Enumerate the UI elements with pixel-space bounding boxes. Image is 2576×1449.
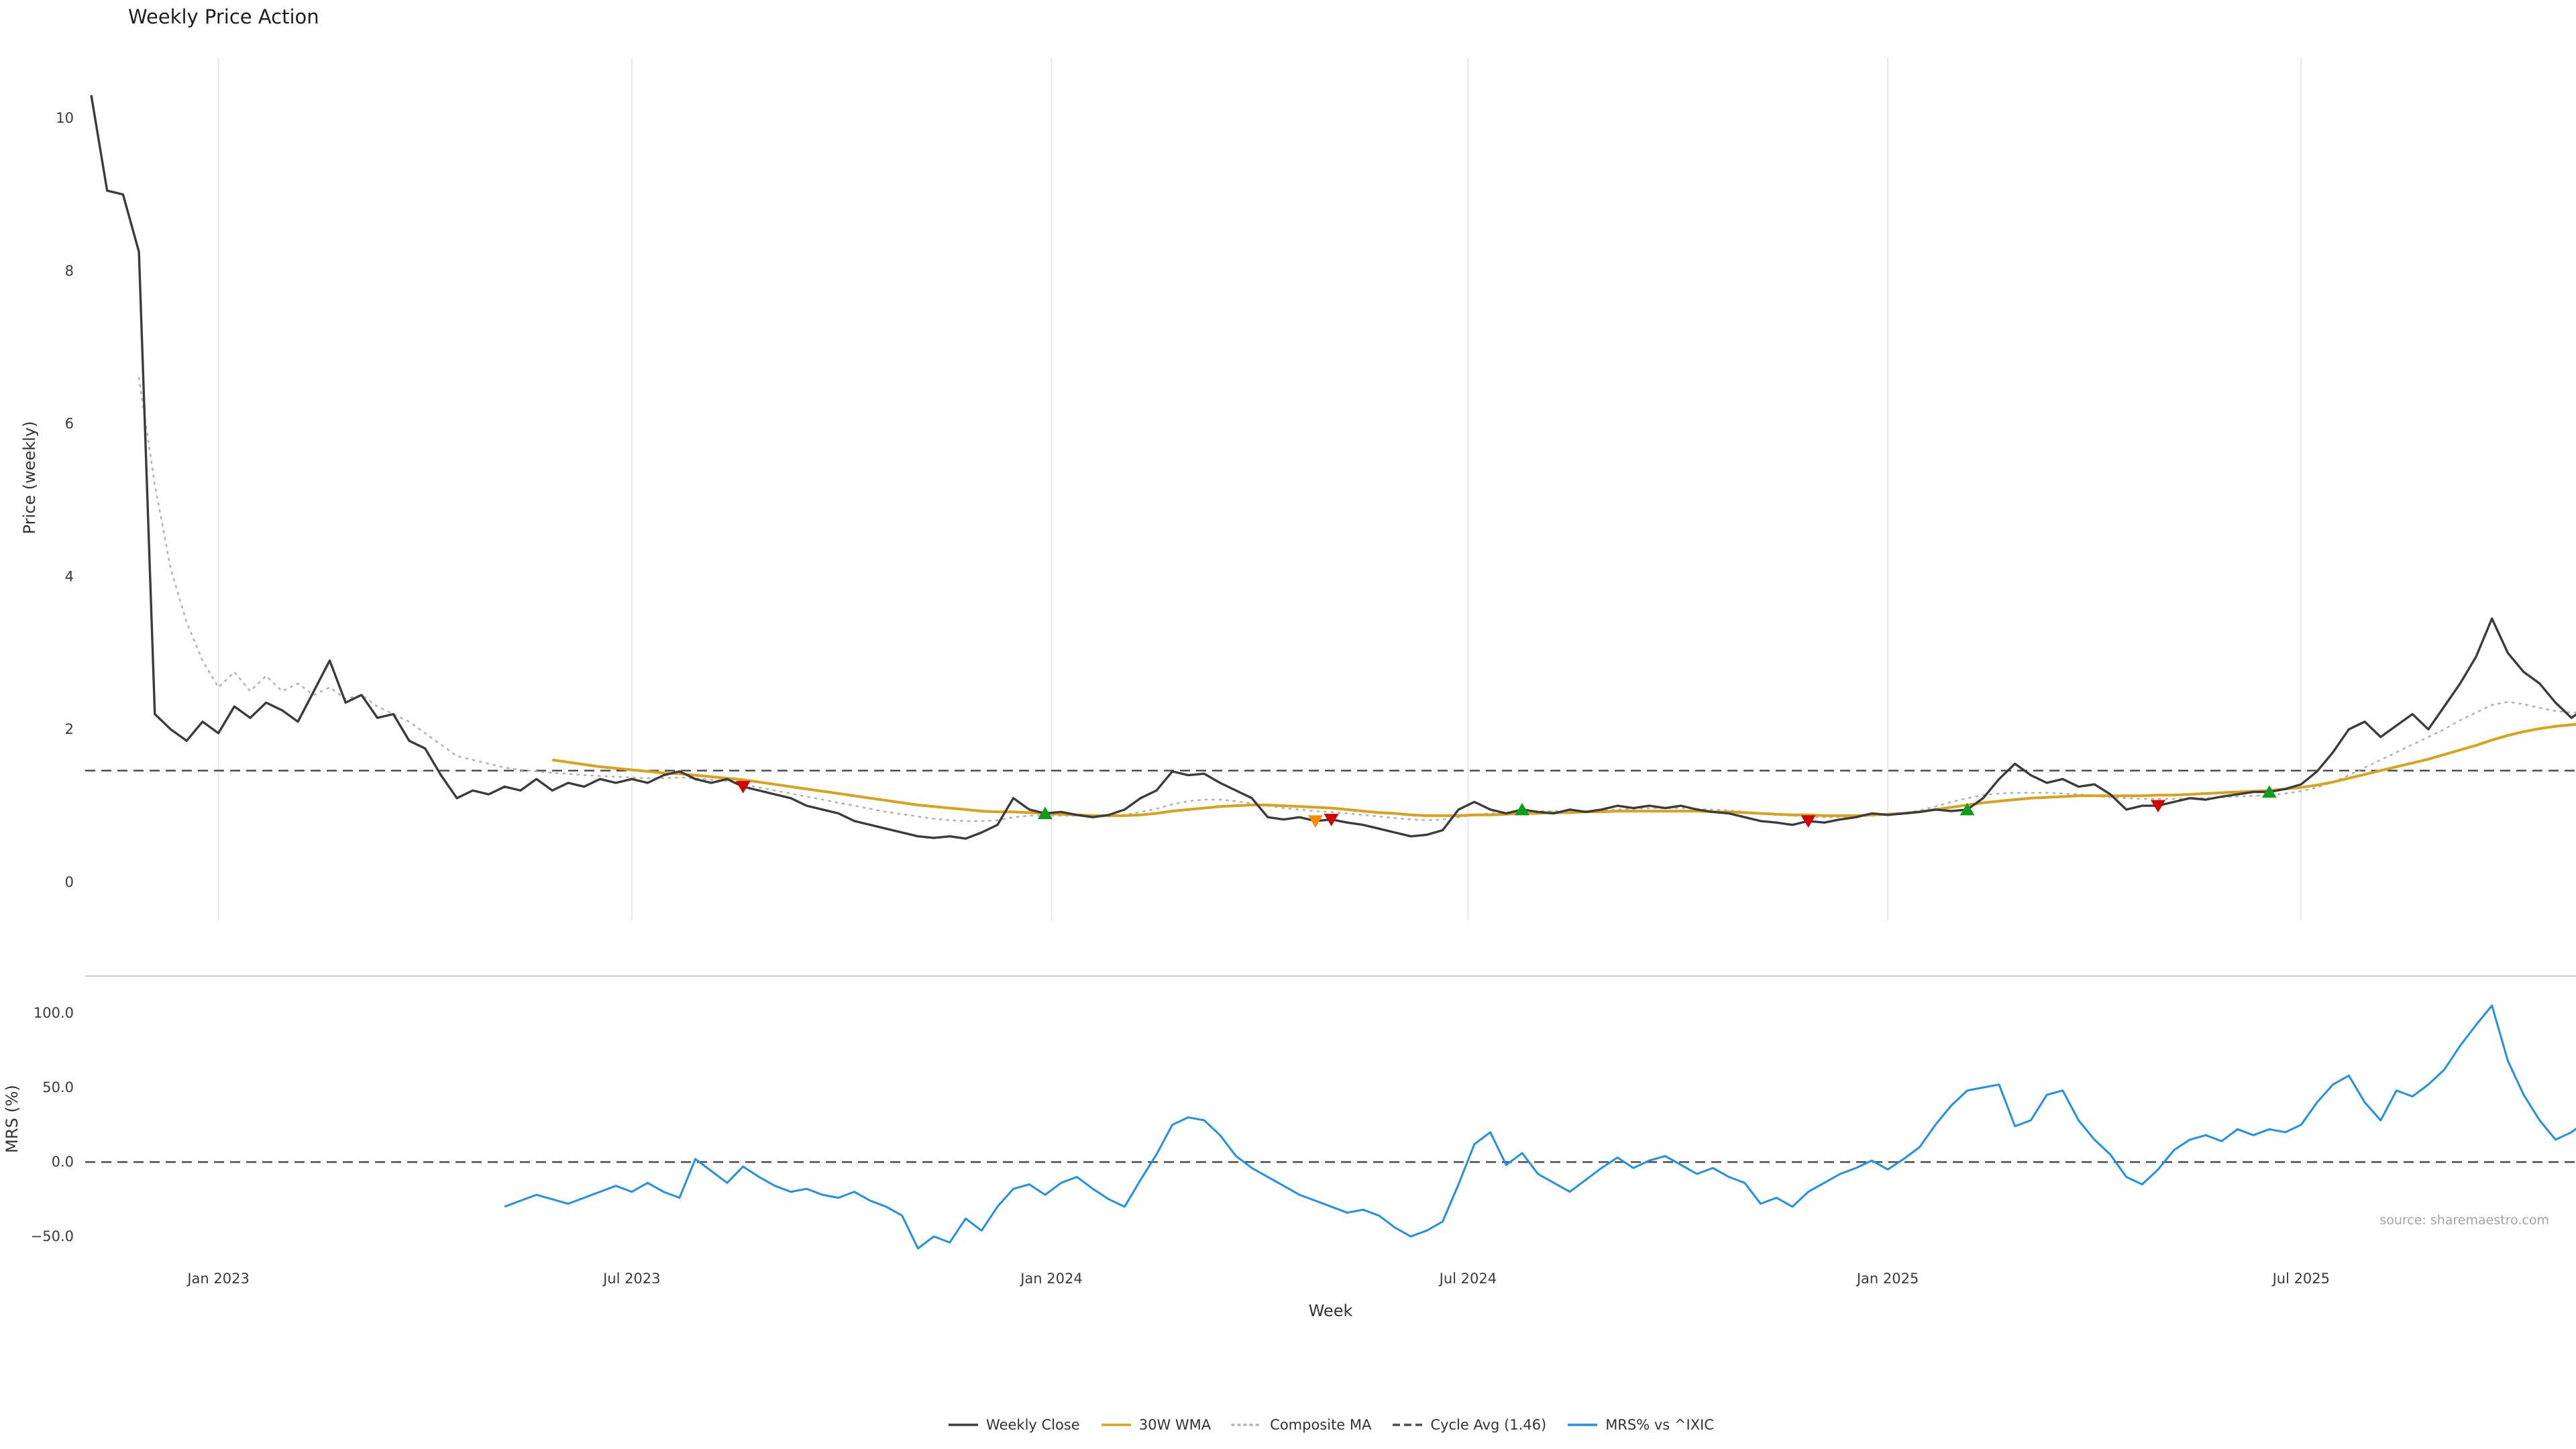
legend-item-30w-wma: 30W WMA [1100, 1417, 1211, 1433]
x-tick-label: Jul 2025 [2271, 1271, 2330, 1287]
legend-item-composite-ma: Composite MA [1231, 1417, 1371, 1433]
sell-signal-marker [735, 781, 751, 794]
legend-label: Composite MA [1270, 1417, 1372, 1433]
wma-line [552, 722, 2576, 817]
price-y-tick-label: 4 [65, 568, 74, 584]
price-y-tick-label: 2 [65, 721, 74, 737]
price-axis-label: Price (weekly) [20, 421, 39, 535]
x-tick-label: Jul 2023 [602, 1271, 660, 1287]
legend-item-cycle-avg-1-46-: Cycle Avg (1.46) [1391, 1417, 1546, 1433]
sell-signal-marker [2151, 800, 2165, 813]
legend-swatch [1101, 1424, 1131, 1426]
legend-label: Weekly Close [986, 1417, 1080, 1433]
legend-swatch [949, 1424, 979, 1426]
legend-item-weekly-close: Weekly Close [947, 1417, 1080, 1433]
buy-signal-marker [1960, 802, 1975, 816]
price-y-tick-label: 6 [65, 416, 74, 432]
x-tick-label: Jan 2024 [1019, 1271, 1083, 1287]
legend-label: 30W WMA [1138, 1417, 1212, 1433]
legend-label: Cycle Avg (1.46) [1430, 1417, 1547, 1433]
x-axis-label: Week [1308, 1301, 1353, 1320]
legend-label: MRS% vs ^IXIC [1605, 1417, 1714, 1433]
mrs-y-tick-label: 100.0 [34, 1005, 74, 1021]
price-y-tick-label: 8 [65, 263, 74, 279]
price-y-tick-label: 10 [56, 110, 74, 126]
caution-signal-marker [1307, 815, 1323, 828]
buy-signal-marker [1038, 806, 1053, 820]
mrs-y-tick-label: 50.0 [42, 1079, 74, 1095]
legend-swatch [1568, 1424, 1598, 1426]
buy-signal-marker [2261, 785, 2277, 798]
legend-swatch [1231, 1424, 1263, 1426]
buy-signal-marker [1515, 802, 1529, 816]
mrs-y-tick-label: 0.0 [52, 1154, 74, 1170]
mrs-axis-label: MRS (%) [3, 1085, 21, 1153]
mrs-line [504, 1004, 2576, 1250]
chart-legend: Weekly Close 30W WMA Composite MA Cycle Avg… [85, 1417, 2576, 1433]
source-attribution: source: sharemaestro.com [2379, 1213, 2549, 1228]
x-tick-label: Jan 2023 [186, 1271, 250, 1287]
legend-swatch [1393, 1424, 1423, 1426]
legend-item-mrs-vs-ixic: MRS% vs ^IXIC [1566, 1417, 1714, 1433]
x-tick-label: Jan 2025 [1856, 1271, 1919, 1287]
sell-signal-marker [1801, 815, 1816, 828]
price-y-tick-label: 0 [65, 874, 74, 890]
composite-ma-line [138, 377, 2576, 822]
sell-signal-marker [1324, 814, 1339, 826]
weekly-close-line [90, 95, 2576, 840]
x-tick-label: Jul 2024 [1438, 1271, 1497, 1287]
chart-title: Weekly Price Action [128, 5, 319, 28]
mrs-y-tick-label: −50.0 [31, 1228, 74, 1244]
